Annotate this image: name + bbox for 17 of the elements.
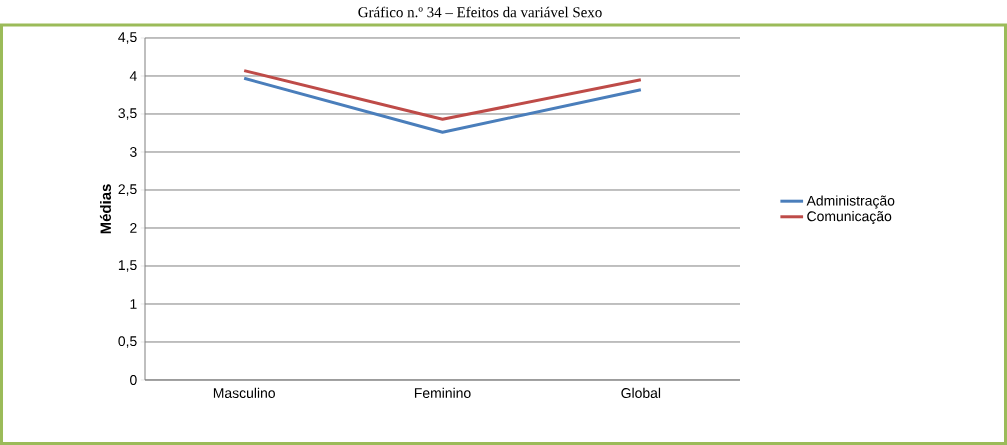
y-tick-label: 0,5 (118, 336, 137, 348)
x-tick-label: Feminino (414, 387, 471, 398)
x-tick-label: Masculino (213, 387, 275, 398)
y-tick-label: 3 (130, 147, 137, 157)
y-tick-label: 3,5 (118, 108, 137, 120)
y-tick-label: 1,5 (118, 260, 137, 272)
chart-title: Gráfico n.º 34 – Efeitos da variável Sexo (358, 6, 602, 18)
y-tick-label: 1 (130, 299, 137, 309)
y-tick-label: 2 (130, 223, 137, 233)
y-tick-label: 4 (129, 71, 137, 81)
y-axis-title: Médias (99, 184, 111, 234)
legend-label: Comunicação (807, 210, 892, 225)
y-tick-label: 4,5 (118, 32, 137, 44)
y-tick-label: 0 (130, 375, 137, 385)
legend-label: Administração (806, 195, 895, 209)
y-tick-label: 2,5 (118, 184, 137, 196)
x-tick-label: Global (621, 387, 661, 398)
